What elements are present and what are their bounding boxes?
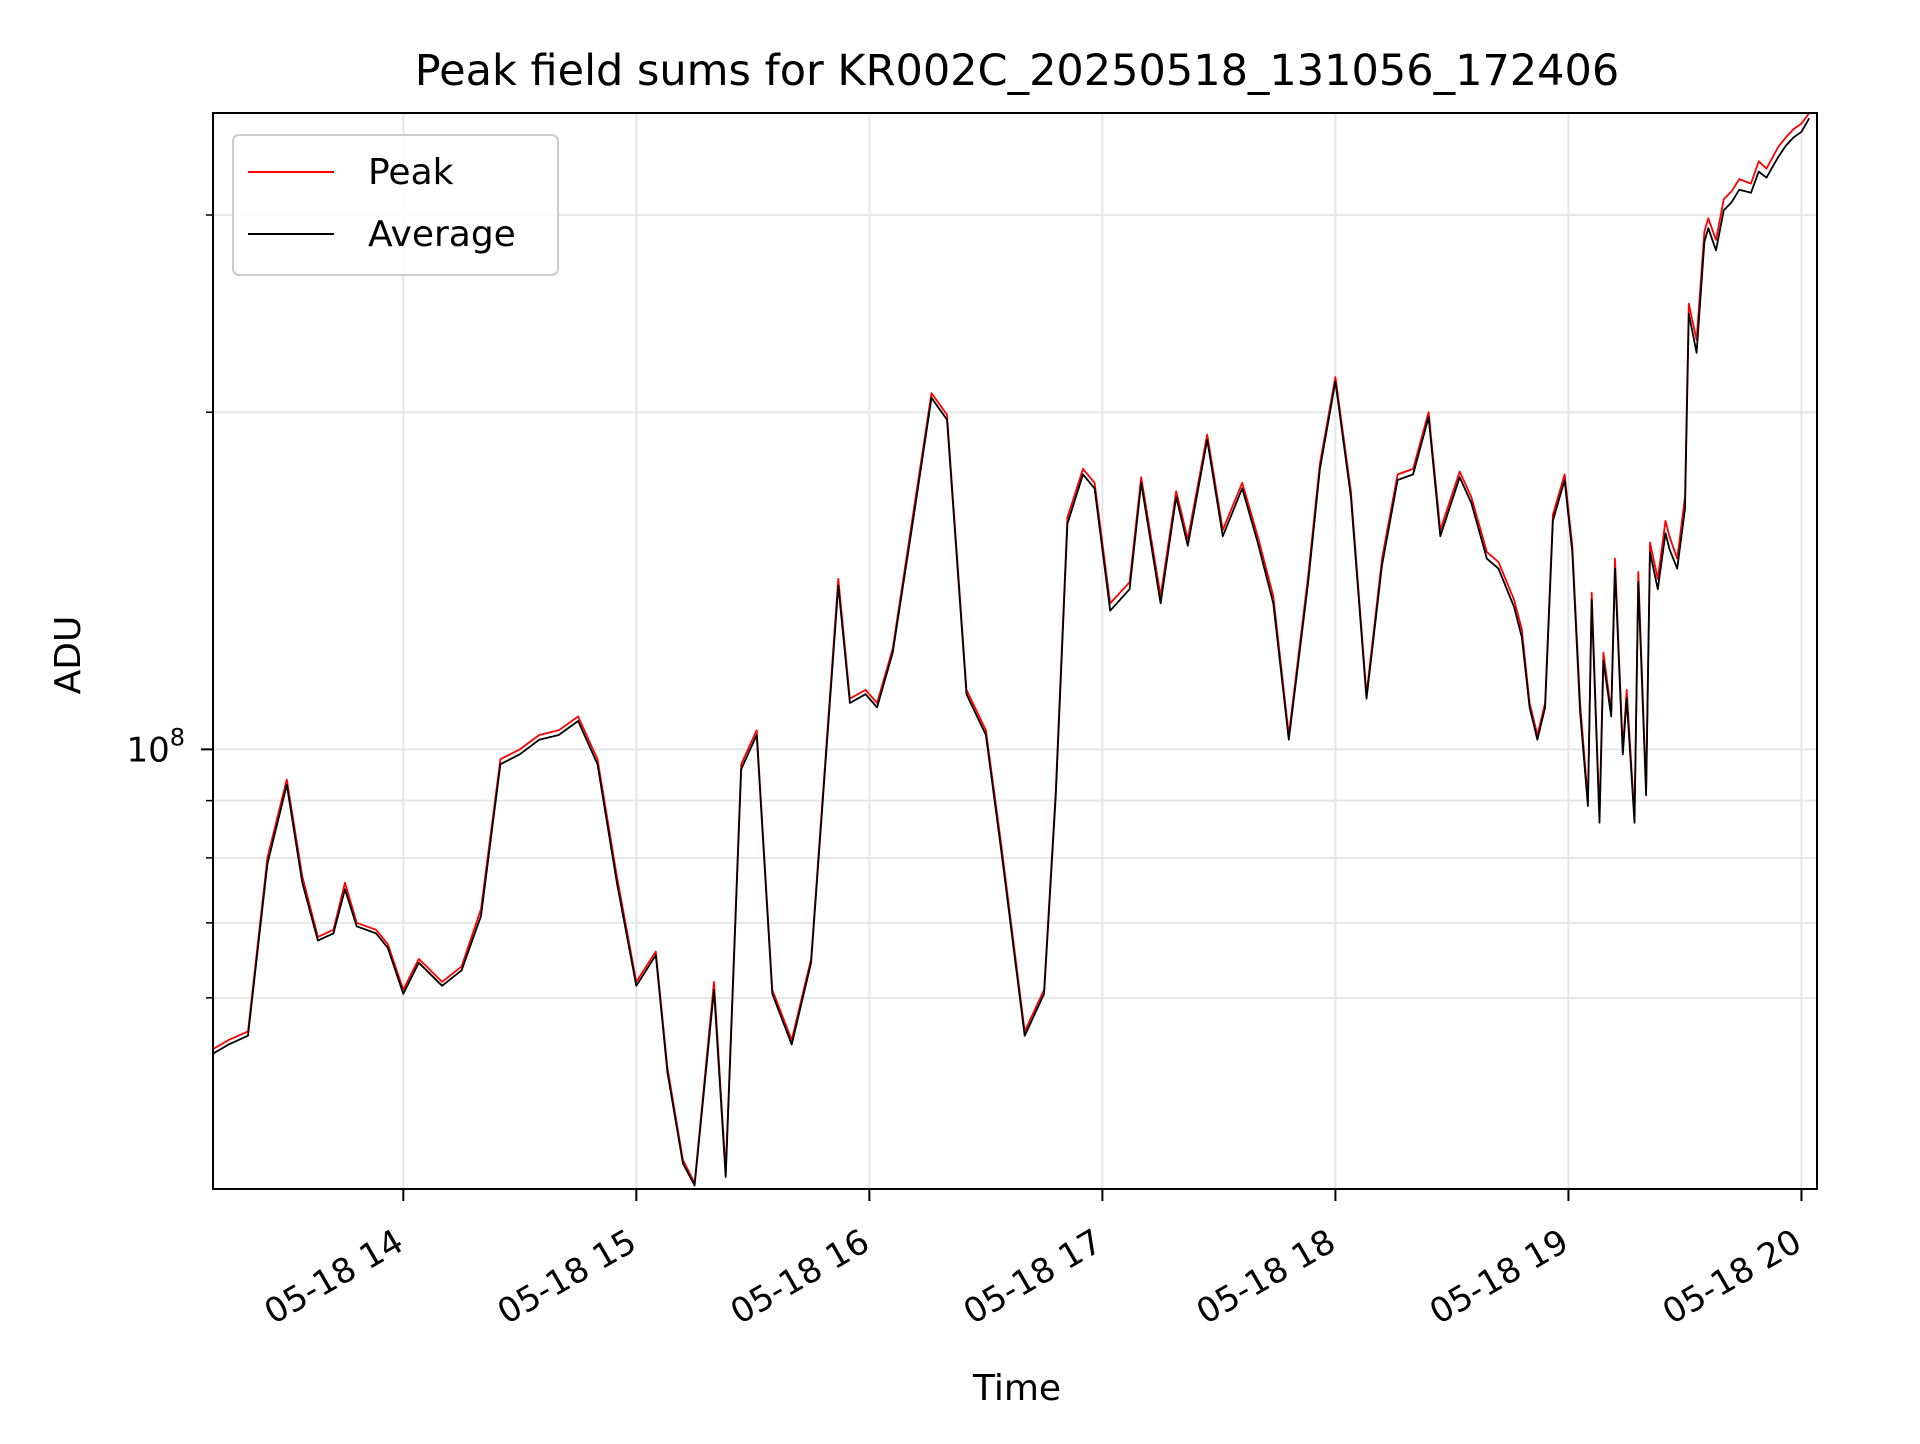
grid-layer [213, 113, 1817, 1189]
legend-box [232, 134, 559, 276]
plot-frame [212, 112, 1818, 1190]
peak-series-line [213, 113, 1810, 1184]
legend: Peak Average [232, 134, 559, 276]
average-series-line [213, 117, 1810, 1187]
series-layer [213, 113, 1810, 1187]
x-axis-label: Time [972, 1368, 1061, 1409]
legend-average-label: Average [368, 214, 516, 255]
chart-title: Peak field sums for KR002C_20250518_1310… [415, 46, 1619, 96]
legend-peak-label: Peak [368, 152, 454, 193]
y-axis-label: ADU [48, 616, 89, 695]
